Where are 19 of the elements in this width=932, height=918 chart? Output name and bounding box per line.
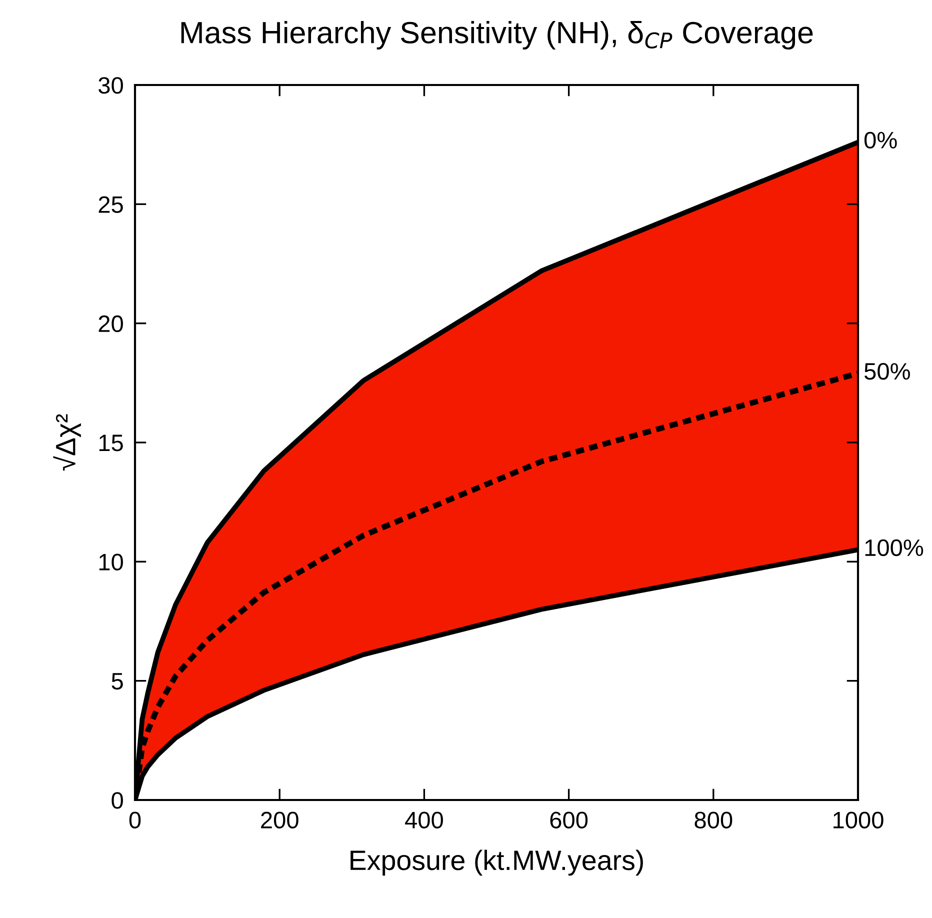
y-tick-label: 25 xyxy=(98,196,123,213)
y-tick-label: 0 xyxy=(112,792,123,809)
y-tick-label: 10 xyxy=(99,554,123,570)
x-tick-label: 200 xyxy=(261,812,298,828)
y-axis-title: √Δχ² xyxy=(53,414,81,471)
y-tick-label: 20 xyxy=(98,315,123,332)
series-label: 0% xyxy=(864,132,897,149)
y-tick-label: 15 xyxy=(99,434,123,452)
chart-title: Mass Hierarchy Sensitivity (NH), δ$_{CP}$ Coverage xyxy=(181,21,813,50)
x-tick-label: 600 xyxy=(550,812,588,828)
legend-label: 100% xyxy=(865,539,924,556)
x-tick-label: 0 xyxy=(129,812,141,828)
x-tick-label: 800 xyxy=(694,812,732,828)
x-axis-title: Exposure (kt.MW.years) xyxy=(350,850,643,876)
y-tick-label: 5 xyxy=(112,673,123,690)
y-tick-label: 30 xyxy=(98,77,123,94)
x-tick-label: 1000 xyxy=(834,812,884,828)
series-label: 50% xyxy=(864,363,910,380)
x-tick-label: 400 xyxy=(405,812,443,828)
